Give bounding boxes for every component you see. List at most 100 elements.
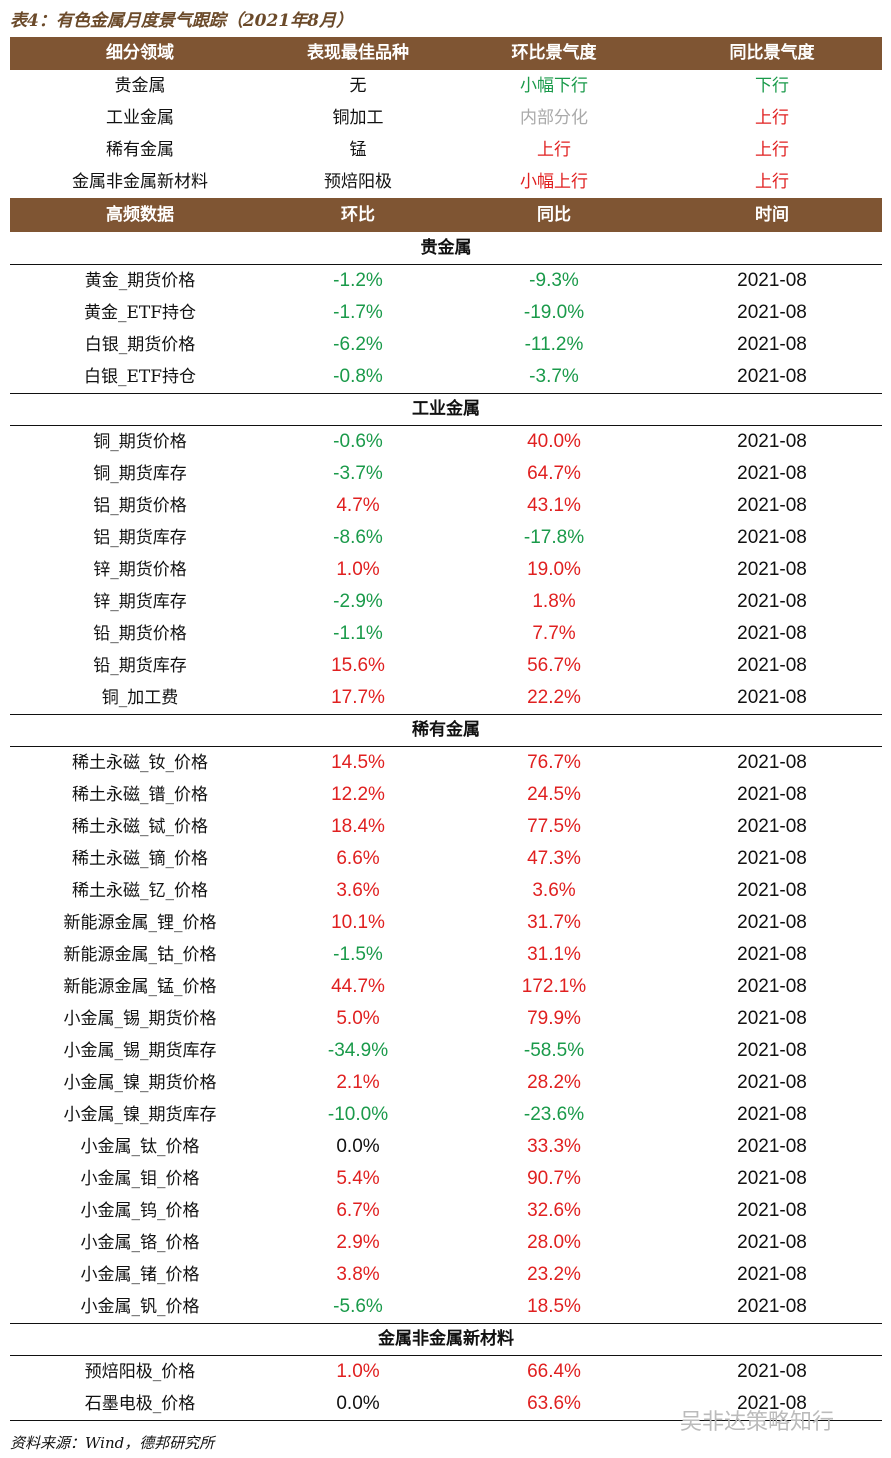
table-cell: 2021-08: [737, 1008, 807, 1029]
table-cell: 铜加工: [332, 108, 384, 128]
divider: [10, 714, 882, 715]
table-cell: 小幅下行: [520, 76, 588, 96]
table-cell: 稀土永磁_镝_价格: [72, 849, 208, 869]
table-cell: -3.7%: [529, 366, 579, 387]
table-cell: 2021-08: [737, 1232, 807, 1253]
table-cell: 稀有金属: [106, 140, 174, 160]
table-cell: 3.8%: [336, 1264, 380, 1285]
table-cell: -3.7%: [333, 463, 383, 484]
table-cell: -0.8%: [333, 366, 383, 387]
divider: [10, 393, 882, 394]
table-cell: 铅_期货库存: [93, 656, 187, 676]
table-cell: 2021-08: [737, 1296, 807, 1317]
table-cell: -0.6%: [333, 431, 383, 452]
divider: [10, 425, 882, 426]
table-cell: 63.6%: [527, 1393, 581, 1414]
table-cell: 2021-08: [737, 334, 807, 355]
divider: [10, 746, 882, 747]
table-cell: 同比景气度: [729, 43, 815, 63]
divider: [10, 1420, 882, 1421]
table-cell: 32.6%: [527, 1200, 581, 1221]
table-cell: 稀土永磁_钇_价格: [72, 881, 208, 901]
table-cell: 40.0%: [527, 431, 581, 452]
table-cell: 47.3%: [527, 848, 581, 869]
table-cell: 2021-08: [737, 944, 807, 965]
table-cell: 预焙阳极: [324, 172, 392, 192]
table-cell: -8.6%: [333, 527, 383, 548]
table-cell: 小金属_钛_价格: [80, 1137, 200, 1157]
table-cell: 1.0%: [336, 1361, 380, 1382]
section-title: 贵金属: [420, 238, 472, 258]
table-cell: 2021-08: [737, 1361, 807, 1382]
divider: [10, 1323, 882, 1324]
table-cell: 2021-08: [737, 302, 807, 323]
table-cell: -34.9%: [327, 1040, 389, 1061]
table-cell: 2021-08: [737, 976, 807, 997]
table-cell: -1.2%: [333, 270, 383, 291]
table-cell: 铜_期货库存: [93, 464, 187, 484]
section-title: 工业金属: [412, 399, 480, 419]
table-cell: 2021-08: [737, 752, 807, 773]
table-cell: 10.1%: [331, 912, 385, 933]
table-cell: 白银_ETF持仓: [83, 367, 197, 387]
table-cell: 2021-08: [737, 1200, 807, 1221]
table-cell: 18.5%: [527, 1296, 581, 1317]
table-cell: 90.7%: [527, 1168, 581, 1189]
table-cell: 56.7%: [527, 655, 581, 676]
table-cell: 黄金_ETF持仓: [83, 303, 197, 323]
table-cell: 细分领域: [106, 43, 174, 63]
table-cell: 2.9%: [336, 1232, 380, 1253]
table-cell: 6.7%: [336, 1200, 380, 1221]
table-cell: 铝_期货价格: [93, 496, 187, 516]
table-cell: 锌_期货价格: [93, 560, 187, 580]
table-cell: 上行: [537, 140, 571, 160]
source-note: 资料来源：Wind，德邦研究所: [10, 1434, 215, 1452]
table-cell: 环比景气度: [511, 43, 597, 63]
table-cell: -5.6%: [333, 1296, 383, 1317]
table-cell: 2021-08: [737, 1168, 807, 1189]
section-title: 金属非金属新材料: [378, 1329, 514, 1349]
table-cell: 2021-08: [737, 816, 807, 837]
table-cell: 2021-08: [737, 591, 807, 612]
table-cell: 2021-08: [737, 463, 807, 484]
table-cell: 2021-08: [737, 912, 807, 933]
table-cell: 5.0%: [336, 1008, 380, 1029]
table-cell: 19.0%: [527, 559, 581, 580]
table-cell: 小金属_钒_价格: [80, 1297, 200, 1317]
table-cell: 2021-08: [737, 495, 807, 516]
section-title: 稀有金属: [412, 720, 480, 740]
table-cell: 内部分化: [520, 108, 588, 128]
table-cell: 2021-08: [737, 880, 807, 901]
table-cell: 1.8%: [532, 591, 576, 612]
table-cell: 铜_期货价格: [93, 432, 187, 452]
table-cell: 下行: [755, 76, 789, 96]
table-cell: 23.2%: [527, 1264, 581, 1285]
table-cell: 18.4%: [331, 816, 385, 837]
table-cell: 33.3%: [527, 1136, 581, 1157]
table-cell: 44.7%: [331, 976, 385, 997]
table-cell: -11.2%: [524, 334, 584, 355]
table-cell: 新能源金属_锂_价格: [63, 913, 217, 933]
table-cell: 2021-08: [737, 270, 807, 291]
table-cell: 2021-08: [737, 366, 807, 387]
table-cell: 新能源金属_锰_价格: [63, 977, 217, 997]
table-cell: 2021-08: [737, 784, 807, 805]
table-cell: 小金属_镍_期货价格: [63, 1073, 217, 1093]
table-cell: -17.8%: [523, 527, 585, 548]
table-cell: 锰: [349, 140, 367, 160]
table-cell: 2021-08: [737, 1104, 807, 1125]
table-cell: 64.7%: [527, 463, 581, 484]
table-cell: 2021-08: [737, 559, 807, 580]
table-cell: 0.0%: [336, 1136, 380, 1157]
table-cell: 铜_加工费: [101, 688, 179, 708]
table-cell: 2021-08: [737, 1136, 807, 1157]
table-cell: 17.7%: [331, 687, 385, 708]
table-cell: -58.5%: [523, 1040, 585, 1061]
table-cell: 22.2%: [527, 687, 581, 708]
table-cell: 66.4%: [527, 1361, 581, 1382]
divider: [10, 264, 882, 265]
table-cell: 43.1%: [527, 495, 581, 516]
table-cell: 稀土永磁_钕_价格: [72, 753, 208, 773]
table-cell: -9.3%: [529, 270, 579, 291]
table-cell: -23.6%: [523, 1104, 585, 1125]
